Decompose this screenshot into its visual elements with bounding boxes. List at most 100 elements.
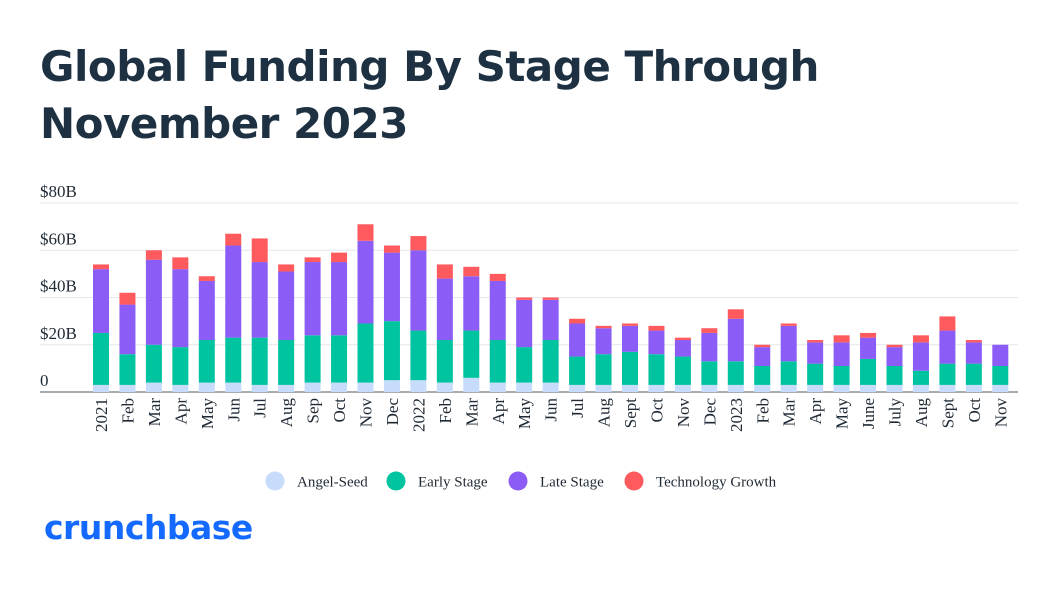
bar-segment-technology-growth (357, 224, 374, 241)
x-tick-label: May (198, 398, 217, 430)
x-tick-label: Apr (489, 398, 508, 425)
bar-segment-late-stage (569, 323, 586, 357)
bar-segment-early-stage (436, 340, 453, 383)
bar-segment-early-stage (145, 344, 162, 383)
bar-segment-early-stage (225, 337, 242, 383)
bar-segment-angel-seed (383, 380, 400, 392)
bar-segment-technology-growth (119, 292, 136, 305)
bar-segment-angel-seed (410, 380, 427, 392)
bar-segment-technology-growth (278, 264, 295, 272)
bar-segment-early-stage (463, 330, 480, 378)
bar-segment-technology-growth (701, 328, 718, 333)
x-tick-label: Nov (357, 398, 376, 428)
x-tick-label: 2023 (727, 398, 746, 432)
bar-stack (198, 276, 215, 392)
x-tick-label: Nov (991, 398, 1010, 428)
bar-segment-late-stage (357, 240, 374, 324)
bar-segment-angel-seed (569, 384, 586, 392)
bar-segment-technology-growth (886, 344, 903, 348)
x-tick-label: Feb (436, 398, 455, 424)
bar-segment-angel-seed (172, 384, 189, 392)
bar-segment-angel-seed (701, 384, 718, 392)
bar-stack (225, 233, 242, 392)
bar-segment-angel-seed (886, 384, 903, 392)
bar-segment-angel-seed (225, 382, 242, 392)
legend-item[interactable]: Technology Growth (624, 471, 777, 491)
bar-segment-early-stage (912, 370, 929, 385)
bar-segment-early-stage (886, 366, 903, 385)
bar-segment-late-stage (727, 318, 744, 362)
bar-segment-early-stage (622, 351, 638, 385)
bar-stack (436, 264, 453, 392)
bar-stack (674, 337, 691, 392)
bar-segment-technology-growth (965, 340, 982, 343)
bar-segment-technology-growth (622, 323, 638, 326)
bar-segment-technology-growth (833, 335, 850, 343)
bar-segment-early-stage (569, 356, 586, 385)
legend-item[interactable]: Early Stage (386, 471, 488, 491)
x-tick-label: Dec (383, 398, 402, 426)
bar-segment-early-stage (331, 335, 348, 383)
bar-stack (912, 335, 929, 392)
bar-stack (807, 340, 824, 392)
bar-segment-angel-seed (727, 384, 744, 392)
legend-label: Angel-Seed (297, 475, 368, 491)
bar-segment-late-stage (93, 269, 109, 333)
bar-segment-angel-seed (463, 377, 480, 392)
bar-segment-early-stage (727, 361, 744, 385)
bar-segment-angel-seed (516, 382, 533, 392)
legend-item[interactable]: Angel-Seed (265, 471, 369, 491)
bar-stack (833, 335, 850, 392)
bar-segment-late-stage (172, 269, 189, 348)
bar-stack (516, 297, 533, 392)
bar-segment-late-stage (912, 342, 929, 371)
bar-segment-late-stage (304, 262, 321, 336)
bar-segment-late-stage (410, 250, 427, 331)
bar-segment-early-stage (357, 323, 374, 383)
x-tick-label: Mar (145, 398, 164, 427)
x-tick-label: Oct (330, 398, 349, 423)
bar-segment-angel-seed (833, 384, 850, 392)
bar-segment-angel-seed (595, 384, 612, 392)
x-tick-label: Mar (780, 398, 799, 427)
x-tick-label: May (515, 398, 534, 430)
bar-segment-angel-seed (807, 384, 824, 392)
y-tick-label: $60B (40, 229, 77, 248)
bar-segment-technology-growth (754, 344, 771, 348)
legend-label: Late Stage (540, 475, 604, 491)
bar-segment-technology-growth (225, 233, 242, 246)
bar-segment-late-stage (886, 347, 903, 367)
bar-stacks (93, 224, 1009, 392)
x-tick-label: Oct (647, 398, 666, 423)
bar-segment-technology-growth (251, 238, 268, 263)
x-tick-label: Aug (595, 398, 614, 428)
bar-segment-angel-seed (119, 384, 136, 392)
legend-item[interactable]: Late Stage (508, 471, 605, 491)
bar-segment-angel-seed (780, 384, 797, 392)
bar-segment-late-stage (622, 325, 638, 352)
bar-segment-early-stage (172, 347, 189, 385)
bar-segment-late-stage (383, 252, 400, 322)
bar-stack (463, 266, 480, 392)
bar-segment-technology-growth (489, 273, 506, 281)
bar-segment-early-stage (383, 321, 400, 381)
x-tick-label: 2021 (92, 398, 111, 432)
x-tick-label: Jun (224, 398, 243, 422)
bar-segment-technology-growth (912, 335, 929, 343)
bar-stack (939, 316, 956, 392)
bar-segment-early-stage (833, 366, 850, 385)
bar-segment-early-stage (278, 340, 295, 385)
bar-segment-late-stage (119, 304, 136, 355)
bar-segment-technology-growth (463, 266, 480, 277)
bar-stack (119, 292, 136, 392)
bar-segment-late-stage (754, 347, 771, 367)
x-tick-label: Feb (118, 398, 137, 424)
bar-stack (886, 344, 903, 392)
bar-segment-late-stage (965, 342, 982, 364)
bar-segment-technology-growth (145, 250, 162, 260)
bar-segment-late-stage (542, 299, 559, 341)
x-tick-label: Sept (938, 398, 957, 429)
bar-stack (569, 318, 586, 392)
x-tick-label: Dec (700, 398, 719, 426)
